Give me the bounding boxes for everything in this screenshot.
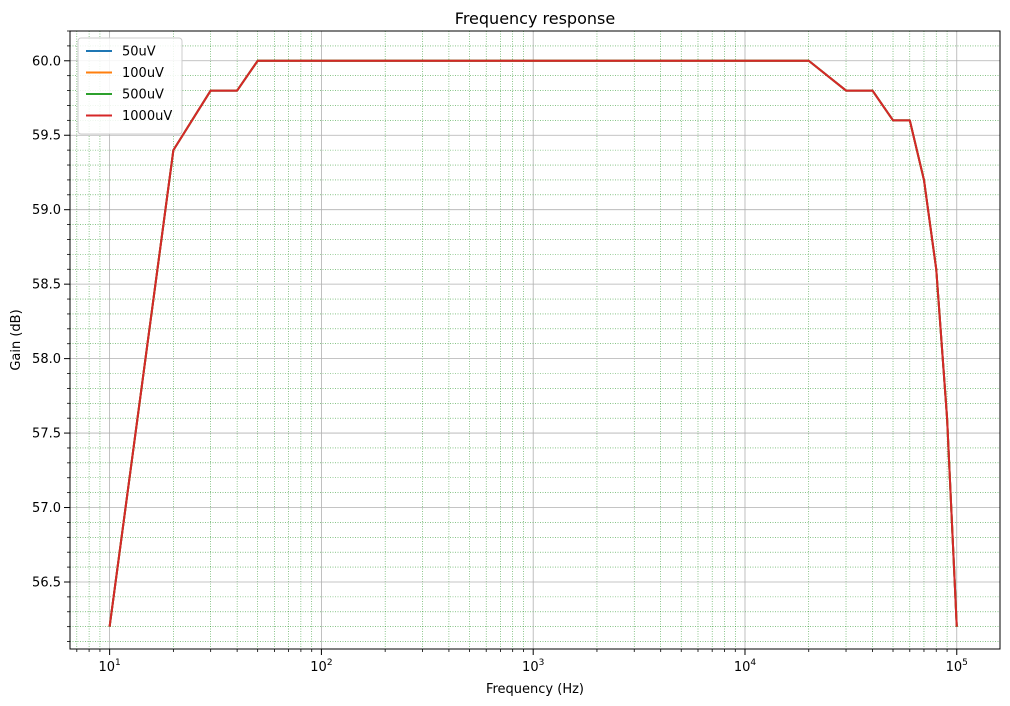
y-tick-label: 60.0	[32, 54, 61, 69]
series-line-1000uV	[108, 59, 958, 627]
axis-ticks: 56.5 57.0 57.5 58.0 58.5 59.0 59.5 60.0 101 102 10…	[32, 30, 968, 675]
x-tick-label: 103	[522, 658, 544, 675]
x-axis-title: Frequency (Hz)	[486, 682, 584, 697]
legend: 50uV 100uV 500uV 1000uV	[77, 37, 183, 135]
y-tick-label: 56.5	[32, 575, 61, 590]
y-axis-title: Gain (dB)	[9, 309, 24, 370]
y-tick-label: 57.5	[32, 427, 61, 442]
legend-label: 1000uV	[122, 109, 172, 124]
plot-frame	[69, 30, 1001, 650]
x-tick-label: 105	[946, 658, 968, 675]
y-tick-label: 59.5	[32, 129, 61, 144]
y-tick-label: 57.0	[32, 501, 61, 516]
y-tick-label: 58.5	[32, 278, 61, 293]
legend-label: 100uV	[122, 66, 164, 81]
chart-title: Frequency response	[455, 9, 615, 28]
x-tick-label: 102	[310, 658, 332, 675]
legend-label: 50uV	[122, 45, 156, 60]
y-tick-label: 58.0	[32, 352, 61, 367]
y-tick-label: 59.0	[32, 203, 61, 218]
legend-box	[77, 37, 183, 135]
x-tick-label: 104	[734, 658, 757, 675]
legend-label: 500uV	[122, 88, 164, 103]
x-tick-label: 101	[98, 658, 120, 675]
grid-lines	[70, 30, 1000, 649]
series-lines	[108, 59, 958, 627]
